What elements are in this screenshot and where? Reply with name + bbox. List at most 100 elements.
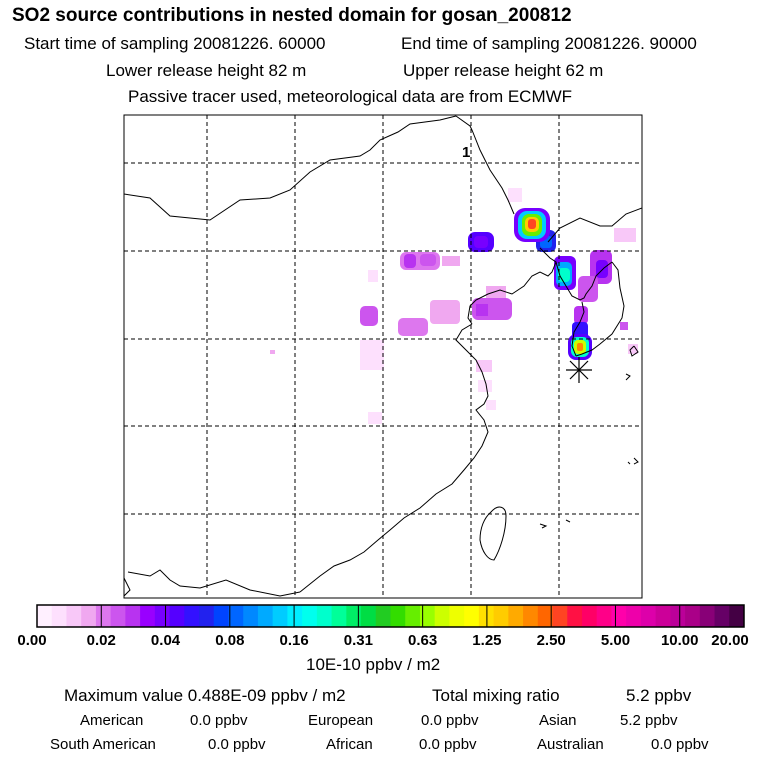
tracer-note: Passive tracer used, meteorological data…	[128, 87, 573, 106]
plume-cell	[528, 219, 536, 229]
colorbar-swatch	[272, 605, 288, 627]
plume-cell	[474, 236, 488, 248]
colorbar-swatch	[125, 605, 141, 627]
region-name-european: European	[308, 712, 374, 729]
plume-cell	[368, 412, 382, 424]
colorbar-tick-label: 10.00	[660, 632, 699, 649]
colorbar-swatch	[257, 605, 274, 627]
grid-lines	[124, 115, 642, 598]
island	[629, 345, 639, 357]
colorbar-swatch	[714, 605, 730, 627]
colorbar-swatch	[66, 605, 82, 627]
plume-cell	[360, 340, 384, 370]
total-mixing-ratio-value: 5.2 ppbv	[626, 686, 692, 705]
border-line	[547, 207, 642, 243]
colorbar-tick-label: 0.16	[279, 632, 309, 649]
colorbar-tick-label: 0.00	[17, 632, 47, 649]
taiwan-island	[479, 506, 507, 561]
region-name-african: African	[326, 736, 373, 753]
coastline	[467, 247, 557, 325]
plume-cell	[368, 270, 378, 282]
colorbar-tick-label: 1.25	[472, 632, 502, 649]
colorbar-swatch	[729, 605, 745, 627]
colorbar-swatch	[685, 605, 701, 627]
colorbar-swatch	[331, 605, 347, 627]
plume-cell	[476, 304, 488, 316]
plume-cell	[574, 306, 588, 324]
colorbar-swatch	[640, 605, 657, 627]
lower-release-height: Lower release height 82 m	[106, 61, 307, 80]
colorbar-swatch	[184, 605, 200, 627]
colorbar-swatch	[449, 605, 465, 627]
colorbar-frame	[36, 604, 745, 628]
map-content: 1	[124, 115, 642, 598]
chart-title: SO2 source contributions in nested domai…	[12, 5, 572, 26]
colorbar	[37, 605, 745, 627]
map-frame	[123, 114, 643, 599]
colorbar-tick-label: 0.02	[86, 632, 116, 649]
plume-cell	[614, 228, 636, 242]
receptor-asterisk-icon	[566, 357, 592, 383]
region-value-american: 0.0 ppbv	[190, 712, 248, 729]
colorbar-swatch	[302, 605, 318, 627]
plume-cell	[478, 380, 492, 392]
panel-label: 1	[462, 144, 470, 161]
colorbar-tick-label: 2.50	[536, 632, 566, 649]
colorbar-swatch	[110, 605, 126, 627]
colorbar-swatch	[95, 605, 112, 627]
plume-cell	[620, 322, 628, 330]
plume-cell	[578, 276, 598, 302]
region-value-african: 0.0 ppbv	[419, 736, 477, 753]
colorbar-swatch	[51, 605, 67, 627]
colorbar-swatch	[581, 605, 598, 627]
plume-cell	[628, 344, 638, 354]
colorbar-tick-label: 0.08	[215, 632, 245, 649]
plume-cell	[442, 256, 460, 266]
plume-cell	[476, 360, 492, 372]
coastline	[299, 323, 489, 593]
coastline	[555, 261, 613, 301]
colorbar-tick-label: 0.63	[408, 632, 438, 649]
coastline	[575, 261, 625, 357]
maximum-value: Maximum value 0.488E-09 ppbv / m2	[64, 686, 346, 705]
start-time: Start time of sampling 20081226. 60000	[24, 34, 326, 53]
colorbar-swatch	[346, 605, 362, 627]
region-value-asian: 5.2 ppbv	[620, 712, 678, 729]
colorbar-swatch	[390, 605, 406, 627]
region-value-european: 0.0 ppbv	[421, 712, 479, 729]
colorbar-swatch	[405, 605, 421, 627]
colorbar-swatch	[537, 605, 554, 627]
colorbar-tick-label: 20.00	[711, 632, 749, 649]
total-mixing-ratio-label: Total mixing ratio	[432, 686, 560, 705]
plume-cell	[404, 254, 416, 268]
region-value-australian: 0.0 ppbv	[651, 736, 709, 753]
colorbar-tick-label: 5.00	[600, 632, 631, 649]
colorbar-swatch	[213, 605, 229, 627]
colorbar-tick-labels: 0.00 0.02 0.04 0.08 0.16 0.31 0.63 1.25 2.50 5.00…	[0, 632, 768, 652]
colorbar-swatch	[37, 605, 53, 627]
island	[565, 519, 571, 523]
colorbar-swatch	[567, 605, 583, 627]
colorbar-swatch	[81, 605, 97, 627]
colorbar-swatch	[154, 605, 171, 627]
colorbar-swatch	[361, 605, 377, 627]
plume-cell	[486, 400, 496, 410]
colorbar-swatch	[655, 605, 671, 627]
colorbar-swatch	[169, 605, 185, 627]
colorbar-swatch	[228, 605, 244, 627]
colorbar-swatch	[434, 605, 450, 627]
coastline	[571, 301, 585, 357]
plume-cell	[508, 188, 522, 202]
concentration-field	[270, 188, 638, 424]
plume-cell	[360, 306, 378, 326]
border-line	[124, 115, 457, 221]
island	[539, 523, 548, 529]
colorbar-swatch	[552, 605, 568, 627]
colorbar-swatch	[611, 605, 627, 627]
border-line	[471, 129, 515, 215]
colorbar-swatch	[464, 605, 480, 627]
plume-cell	[420, 254, 436, 266]
region-name-south-american: South American	[50, 736, 156, 753]
colorbar-swatch	[243, 605, 259, 627]
